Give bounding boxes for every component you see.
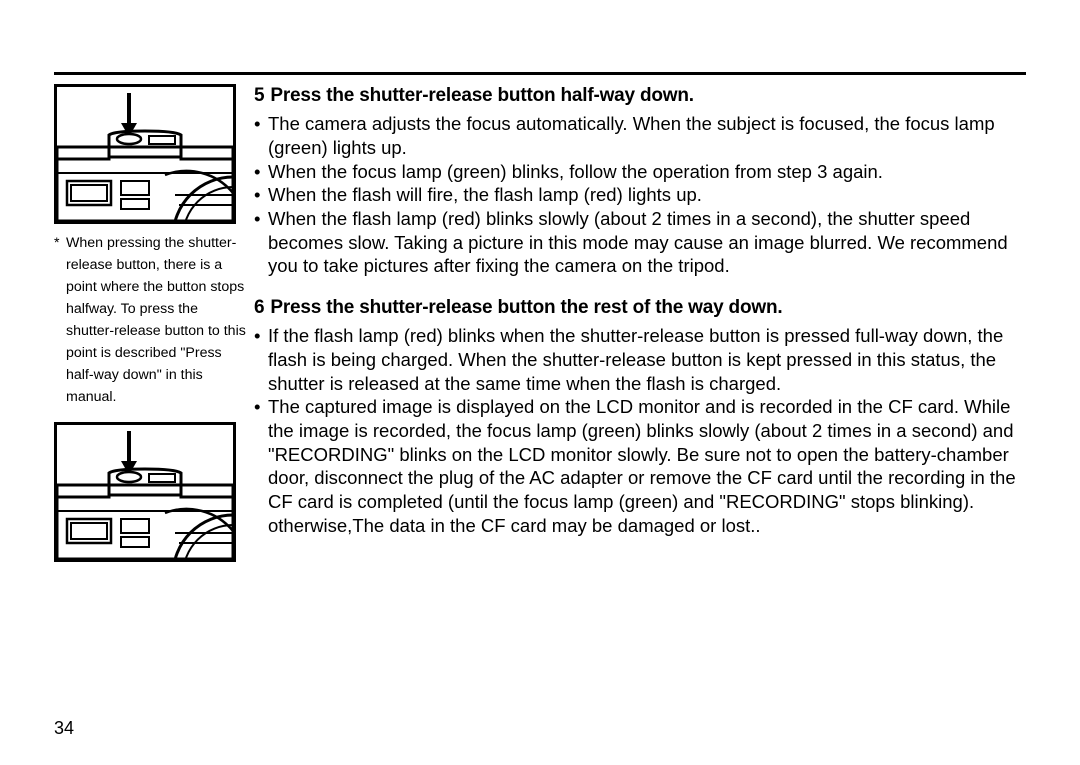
page-number: 34 bbox=[54, 718, 74, 739]
step5-bullet: When the flash lamp (red) blinks slowly … bbox=[254, 207, 1026, 278]
step6-bullet: If the flash lamp (red) blinks when the … bbox=[254, 324, 1026, 395]
step5-number: 5 bbox=[254, 85, 264, 106]
step6-heading: 6 Press the shutter-release button the re… bbox=[254, 296, 1026, 320]
step5-bullets: The camera adjusts the focus automatical… bbox=[254, 112, 1026, 278]
footnote: * When pressing the shutter-release butt… bbox=[54, 232, 246, 408]
camera-full-press-illustration bbox=[54, 422, 236, 562]
step5-bullet: When the flash will fire, the flash lamp… bbox=[254, 183, 1026, 207]
left-column: * When pressing the shutter-release butt… bbox=[54, 84, 254, 570]
step6-bullet: The captured image is displayed on the L… bbox=[254, 395, 1026, 537]
top-rule bbox=[54, 72, 1026, 75]
step6-number: 6 bbox=[254, 297, 264, 318]
step6-bullets: If the flash lamp (red) blinks when the … bbox=[254, 324, 1026, 537]
step5-bullet: When the focus lamp (green) blinks, foll… bbox=[254, 160, 1026, 184]
content-area: * When pressing the shutter-release butt… bbox=[54, 84, 1026, 570]
step5-title: Press the shutter-release button half-wa… bbox=[270, 85, 693, 106]
step6-title: Press the shutter-release button the res… bbox=[270, 297, 782, 318]
step5-bullet: The camera adjusts the focus automatical… bbox=[254, 112, 1026, 159]
footnote-text: When pressing the shutter-release button… bbox=[66, 235, 246, 405]
footnote-marker: * bbox=[54, 232, 60, 254]
right-column: 5 Press the shutter-release button half-w… bbox=[254, 84, 1026, 570]
camera-half-press-illustration bbox=[54, 84, 236, 224]
manual-page: * When pressing the shutter-release butt… bbox=[0, 0, 1080, 765]
step5-heading: 5 Press the shutter-release button half-w… bbox=[254, 84, 1026, 108]
